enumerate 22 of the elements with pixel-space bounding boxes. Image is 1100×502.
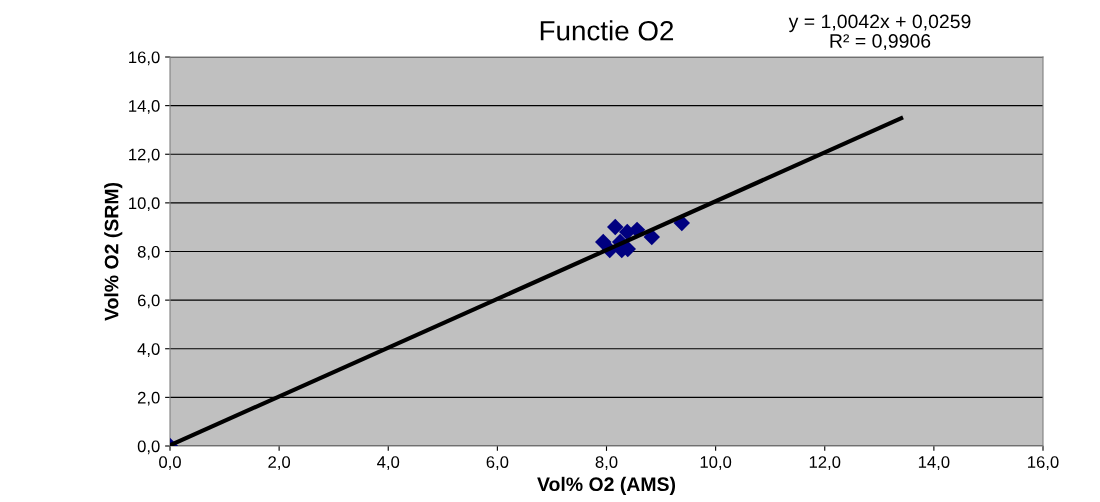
x-tick-label: 6,0 <box>486 456 509 470</box>
y-tick-label: 12,0 <box>129 148 160 163</box>
y-tick-label: 4,0 <box>137 343 160 357</box>
chart-title: Functie O2 <box>540 20 674 41</box>
x-tick-label: 10,0 <box>700 456 732 470</box>
x-tick-label: 14,0 <box>918 456 950 470</box>
x-tick-label: 4,0 <box>377 456 400 470</box>
text: y = 1,0042x + 0,0259 R² = 0,9906 <box>788 14 971 51</box>
y-tick-label: 16,0 <box>129 51 160 66</box>
x-tick-label: 16,0 <box>1028 456 1059 470</box>
x-tick-label: 0,0 <box>159 456 181 470</box>
x-tick-label: 8,0 <box>595 456 618 470</box>
y-axis-title: Vol% O2 (SRM) <box>104 182 123 321</box>
y-tick-label: 0,0 <box>137 440 160 455</box>
y-tick-label: 10,0 <box>129 197 160 212</box>
y-tick-label: 6,0 <box>137 294 160 309</box>
x-tick-label: 2,0 <box>268 456 291 470</box>
x-axis-title: Vol% O2 (AMS) <box>537 476 676 495</box>
x-tick-label: 12,0 <box>809 456 841 470</box>
y-tick-label: 14,0 <box>129 100 160 114</box>
y-tick-label: 8,0 <box>137 245 160 260</box>
y-tick-label: 2,0 <box>137 391 160 406</box>
